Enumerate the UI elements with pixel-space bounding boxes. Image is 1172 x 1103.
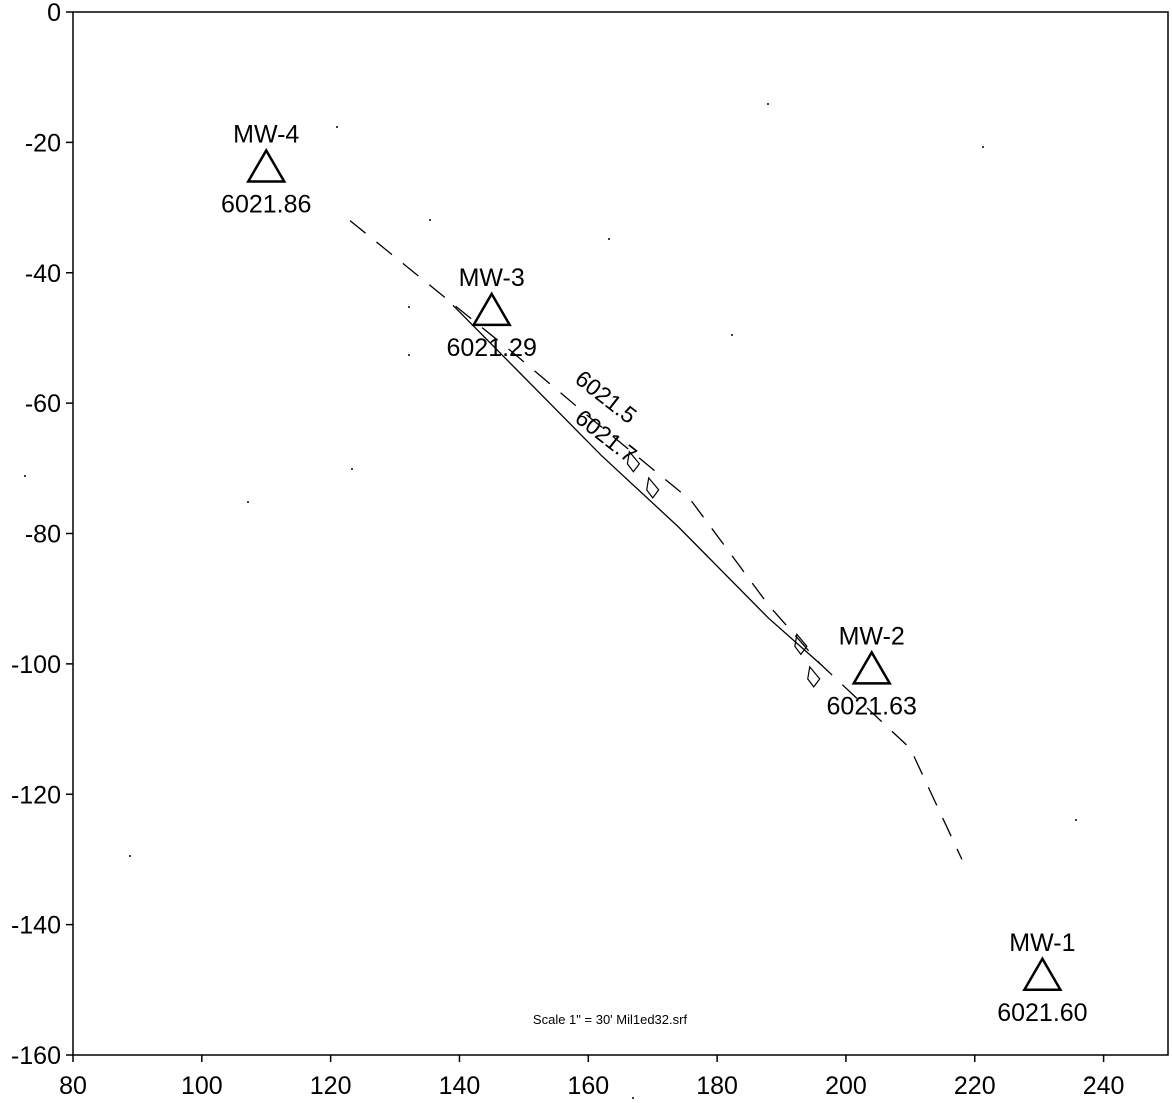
y-tick-label: 0 xyxy=(47,0,61,27)
speckle-dot xyxy=(608,238,610,240)
contour-loop xyxy=(794,632,808,656)
scan-speckles xyxy=(24,103,1091,1099)
well-triangle-icon xyxy=(471,291,512,327)
x-tick-label: 240 xyxy=(1083,1072,1125,1100)
axis-ticks: 80 100 120 140 160 180 200 220 240 0 -20 -40 -60 -80 -… xyxy=(11,0,1124,1100)
contour-loop xyxy=(807,665,821,688)
speckle-dot xyxy=(1075,819,1077,821)
x-tick-label: 80 xyxy=(59,1072,87,1100)
contour-line xyxy=(452,304,821,665)
speckle-dot xyxy=(1089,1077,1091,1079)
y-tick-label: -100 xyxy=(11,651,61,679)
well-elevation-label: 6021.60 xyxy=(997,999,1087,1027)
speckle-dot xyxy=(731,334,733,336)
y-tick-label: -140 xyxy=(11,912,61,940)
contour-line xyxy=(349,220,963,860)
y-tick-label: -80 xyxy=(25,521,61,549)
x-tick-label: 120 xyxy=(310,1072,352,1100)
speckle-dot xyxy=(429,219,431,221)
x-tick-label: 200 xyxy=(825,1072,867,1100)
y-tick-label: -20 xyxy=(25,129,61,157)
plot-frame xyxy=(72,11,1169,1056)
speckle-dot xyxy=(336,126,338,128)
well-mw-1: MW-1 6021.60 xyxy=(997,929,1087,1027)
well-triangle-icon xyxy=(1022,956,1063,992)
well-name-label: MW-4 xyxy=(233,120,299,148)
well-elevation-label: 6021.86 xyxy=(221,190,311,218)
well-markers: MW-4 6021.86 MW-3 6021.29 MW-2 6021.63 MW-1 602… xyxy=(221,120,1088,1026)
y-tick-label: -160 xyxy=(11,1042,61,1070)
contour-loop xyxy=(646,476,660,499)
speckle-dot xyxy=(767,103,769,105)
x-tick-label: 100 xyxy=(181,1072,223,1100)
well-mw-4: MW-4 6021.86 xyxy=(221,120,311,218)
speckle-dot xyxy=(247,501,249,503)
well-name-label: MW-3 xyxy=(459,264,525,292)
x-tick-label: 180 xyxy=(696,1072,738,1100)
well-name-label: MW-1 xyxy=(1009,929,1075,957)
well-triangle-icon xyxy=(851,649,892,685)
y-tick-label: -120 xyxy=(11,781,61,809)
speckle-dot xyxy=(408,354,410,356)
speckle-dot xyxy=(408,306,410,308)
well-mw-2: MW-2 6021.63 xyxy=(827,622,917,720)
speckle-dot xyxy=(351,468,353,470)
x-tick-label: 160 xyxy=(567,1072,609,1100)
well-elevation-label: 6021.63 xyxy=(827,692,917,720)
speckle-dot xyxy=(129,855,131,857)
speckle-dot xyxy=(982,146,984,148)
x-tick-label: 140 xyxy=(439,1072,481,1100)
scale-note: Scale 1" = 30' Mil1ed32.srf xyxy=(533,1012,688,1027)
speckle-dot xyxy=(632,1097,634,1099)
well-mw-3: MW-3 6021.29 xyxy=(446,264,536,362)
x-tick-label: 220 xyxy=(954,1072,996,1100)
y-tick-label: -60 xyxy=(25,390,61,418)
well-triangle-icon xyxy=(246,147,287,183)
well-elevation-label: 6021.29 xyxy=(446,334,536,362)
y-tick-label: -40 xyxy=(25,260,61,288)
contour-loop xyxy=(626,450,641,473)
speckle-dot xyxy=(24,475,26,477)
well-name-label: MW-2 xyxy=(839,622,905,650)
